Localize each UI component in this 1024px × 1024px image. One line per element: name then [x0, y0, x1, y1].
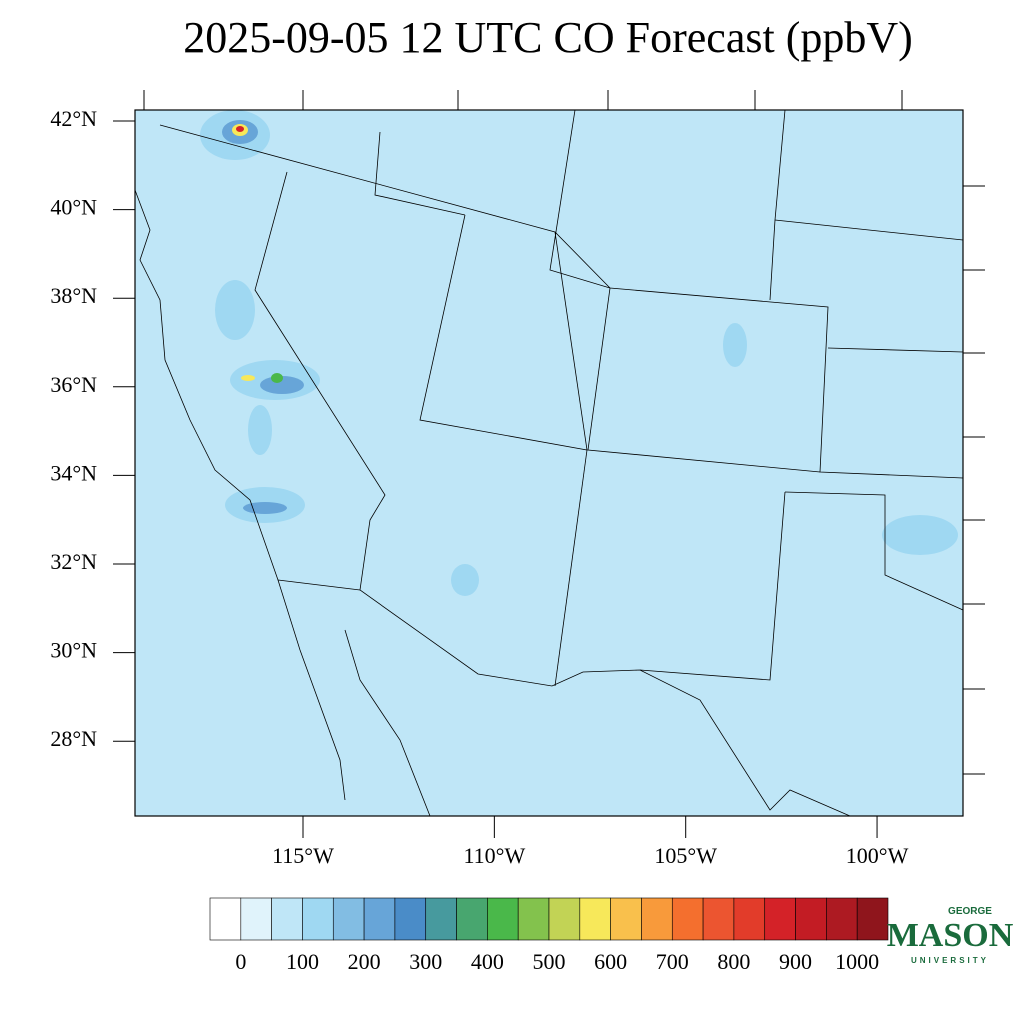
logo-bottom: UNIVERSITY — [911, 956, 989, 965]
color-box — [764, 897, 796, 941]
colorbar-label: 900 — [779, 949, 812, 974]
colorbar-label: 800 — [717, 949, 750, 974]
longitude-label: 100°W — [846, 843, 909, 868]
latitude-label: 30°N — [50, 638, 97, 663]
latitude-axis: 42°N 40°N 38°N 36°N 34°N 32°N 30°N 28°N — [50, 106, 135, 751]
color-box — [610, 897, 642, 941]
latitude-label: 28°N — [50, 726, 97, 751]
logo: GEORGE MASON UNIVERSITY — [887, 906, 1014, 965]
latitude-label: 34°N — [50, 460, 97, 485]
color-box — [456, 897, 488, 941]
color-box — [826, 897, 858, 941]
co-peak — [241, 375, 255, 381]
colorbar-label: 300 — [409, 949, 442, 974]
latitude-label: 32°N — [50, 549, 97, 574]
longitude-label: 115°W — [272, 843, 334, 868]
color-box — [487, 897, 519, 941]
color-box — [271, 897, 303, 941]
map-frame — [134, 109, 964, 817]
logo-top: GEORGE — [948, 906, 992, 917]
latitude-label: 36°N — [50, 372, 97, 397]
color-box — [209, 897, 242, 941]
colorbar-label: 500 — [533, 949, 566, 974]
co-peak — [271, 373, 283, 383]
colorbar-label: 700 — [656, 949, 689, 974]
map: 42°N40°N38°N36°N34°N32°N30°N28°N 115°W 11… — [50, 90, 985, 868]
color-box — [733, 897, 766, 941]
color-box — [332, 897, 365, 941]
frame-ticks — [143, 90, 985, 775]
map-background — [135, 110, 963, 816]
color-box — [795, 897, 827, 941]
latitude-label: 42°N — [50, 106, 97, 131]
latitude-label: 40°N — [50, 195, 97, 220]
longitude-axis: 115°W 110°W 105°W 100°W — [272, 816, 909, 868]
color-box — [641, 897, 673, 941]
colorbar-label: 600 — [594, 949, 627, 974]
co-plumes — [200, 110, 958, 596]
longitude-label: 110°W — [463, 843, 525, 868]
color-box — [240, 897, 272, 941]
color-box — [302, 897, 334, 941]
longitude-label: 105°W — [654, 843, 717, 868]
latitude-label: 38°N — [50, 283, 97, 308]
co-peak — [236, 126, 244, 132]
colorbar-label: 1000 — [835, 949, 879, 974]
logo-name: MASON — [887, 917, 1014, 954]
color-box — [702, 897, 735, 941]
color-box — [579, 897, 611, 941]
colorbar-label: 200 — [348, 949, 381, 974]
color-box — [394, 897, 427, 941]
colorbar-label: 400 — [471, 949, 504, 974]
color-box — [856, 897, 889, 941]
colorbar-label: 100 — [286, 949, 319, 974]
colorbar: 0 100 200 300 400 500 600 700 800 900 1000 — [209, 897, 889, 974]
boundaries — [134, 109, 964, 817]
color-box — [671, 897, 704, 941]
colorbar-label: 0 — [235, 949, 246, 974]
color-box — [425, 897, 457, 941]
color-box — [363, 897, 396, 941]
title: 2025-09-05 12 UTC CO Forecast (ppbV) — [183, 13, 913, 62]
color-box — [517, 897, 550, 941]
color-box — [548, 897, 581, 941]
